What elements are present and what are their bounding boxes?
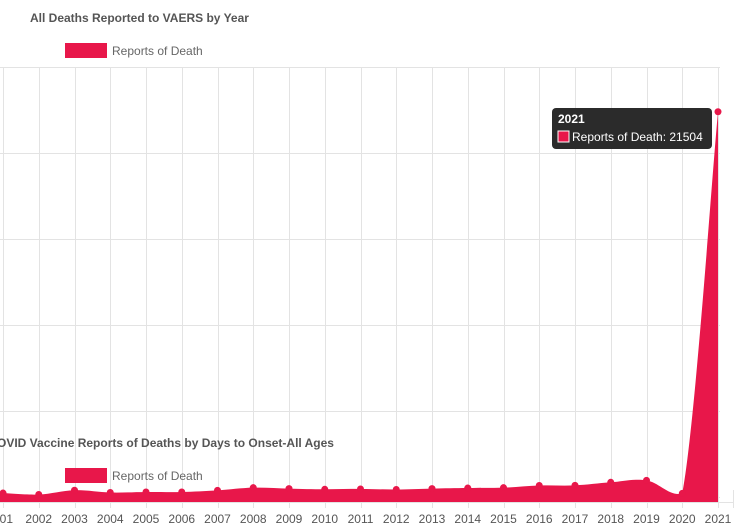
tooltip-label: Reports of Death: 21504 — [572, 130, 703, 144]
x-tick-label: 2002 — [25, 512, 52, 526]
chart-title: All Deaths Reported to VAERS by Year — [30, 11, 249, 25]
data-point-2019[interactable] — [643, 476, 650, 484]
x-tick-label: 2012 — [383, 512, 410, 526]
data-point-2018[interactable] — [607, 478, 615, 486]
x-tick-label: 2018 — [597, 512, 624, 526]
data-point-2001[interactable] — [0, 489, 7, 497]
x-tick-label: 2005 — [133, 512, 160, 526]
x-tick-label: 2015 — [490, 512, 517, 526]
x-tick-label: 2009 — [276, 512, 303, 526]
x-axis-ticks: 001 2002 2003 2004 2005 2006 2007 2008 2009 2010 2… — [0, 512, 732, 526]
x-tick-label: 2007 — [204, 512, 231, 526]
x-tick-label: 2014 — [454, 512, 481, 526]
data-point-2017[interactable] — [571, 481, 579, 489]
x-tick-label: 2003 — [61, 512, 88, 526]
x-tick-label: 2006 — [168, 512, 195, 526]
data-point-2008[interactable] — [249, 484, 257, 492]
second-chart-title: OVID Vaccine Reports of Deaths by Days t… — [0, 436, 334, 450]
data-point-2016[interactable] — [535, 482, 543, 490]
data-point-2004[interactable] — [106, 489, 114, 497]
second-legend-swatch[interactable] — [65, 468, 107, 483]
data-point-2020[interactable] — [678, 489, 686, 497]
second-legend-label[interactable]: Reports of Death — [112, 469, 203, 483]
legend-swatch[interactable] — [65, 43, 107, 58]
x-tick-label: 2017 — [562, 512, 589, 526]
data-point-2011[interactable] — [357, 485, 364, 493]
x-tick-label: 2020 — [669, 512, 696, 526]
tooltip-title: 2021 — [558, 112, 585, 126]
x-tick-label: 2021 — [705, 512, 732, 526]
x-tick-label: 2010 — [311, 512, 338, 526]
data-point-2005[interactable] — [142, 488, 150, 496]
x-tick-label: 2008 — [240, 512, 267, 526]
tooltip: 2021 Reports of Death: 21504 — [552, 108, 712, 149]
data-point-2006[interactable] — [178, 488, 186, 496]
x-tick-label: 2011 — [348, 512, 374, 526]
data-point-2003[interactable] — [71, 486, 78, 494]
data-point-2012[interactable] — [392, 485, 400, 493]
data-points — [0, 108, 733, 503]
legend-label[interactable]: Reports of Death — [112, 44, 203, 58]
data-point-2015[interactable] — [500, 484, 507, 492]
x-tick-label: 2016 — [526, 512, 553, 526]
x-tick-label: 2013 — [419, 512, 446, 526]
data-point-2013[interactable] — [428, 485, 436, 493]
data-point-2007[interactable] — [214, 486, 221, 494]
data-point-2014[interactable] — [464, 484, 472, 492]
tooltip-box — [552, 108, 712, 149]
x-tick-label: 001 — [0, 512, 13, 526]
data-point-2010[interactable] — [321, 485, 329, 493]
x-tick-label: 2004 — [97, 512, 124, 526]
data-point-2009[interactable] — [285, 485, 293, 493]
data-point-2021[interactable] — [714, 108, 722, 116]
tooltip-swatch — [557, 130, 570, 143]
x-tick-label: 2019 — [633, 512, 660, 526]
data-point-2002[interactable] — [35, 490, 43, 498]
